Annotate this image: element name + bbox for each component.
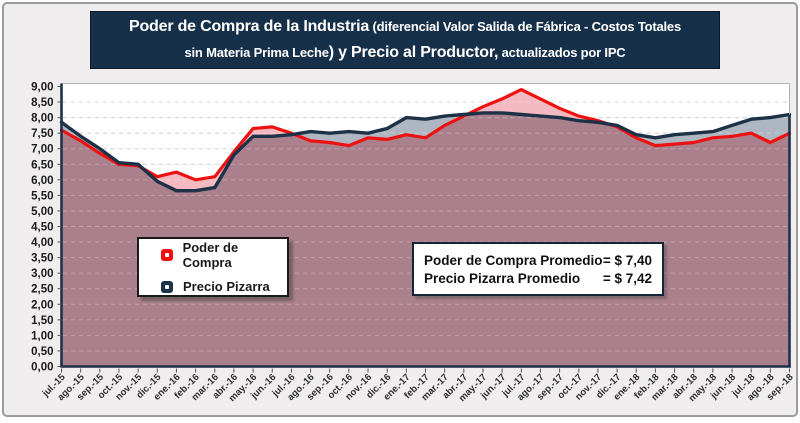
svg-text:1,50: 1,50 [31, 315, 53, 327]
title-segment: sin Materia Prima Leche [184, 45, 329, 60]
legend-label: Poder de Compra [182, 240, 239, 270]
averages-annotation-box: Poder de Compra Promedio = $ 7,40 Precio… [412, 242, 664, 296]
svg-text:0,00: 0,00 [31, 362, 53, 374]
svg-text:7,50: 7,50 [31, 128, 53, 140]
chart-title: Poder de Compra de la Industria (diferen… [90, 11, 720, 69]
average-label: Poder de Compra Promedio [424, 252, 603, 268]
svg-text:1,00: 1,00 [31, 330, 53, 342]
red-square-marker-icon [161, 249, 173, 261]
chart-frame: Poder de Compra de la Industria (diferen… [2, 2, 798, 417]
marker-dot-icon [164, 253, 169, 257]
marker-dot-icon [165, 284, 169, 289]
title-segment: actualizados por IPC [498, 45, 626, 60]
average-row-poder-de-compra: Poder de Compra Promedio = $ 7,40 [424, 253, 652, 268]
chart-title-line2: sin Materia Prima Leche) y Precio al Pro… [91, 40, 719, 66]
title-segment: (diferencial Valor Salida de Fábrica - C… [369, 19, 682, 34]
svg-text:5,00: 5,00 [31, 206, 53, 218]
legend-item-poder-de-compra: Poder de Compra [161, 240, 287, 270]
svg-text:8,00: 8,00 [31, 113, 53, 125]
svg-text:7,00: 7,00 [31, 144, 53, 156]
svg-text:8,50: 8,50 [31, 97, 53, 109]
svg-text:4,00: 4,00 [31, 237, 53, 249]
svg-text:6,00: 6,00 [31, 175, 53, 187]
svg-text:3,00: 3,00 [31, 268, 53, 280]
chart-title-line1: Poder de Compra de la Industria (diferen… [91, 14, 719, 40]
average-value: = $ 7,42 [602, 270, 652, 286]
average-label: Precio Pizarra Promedio [424, 270, 581, 286]
average-row-precio-pizarra: Precio Pizarra Promedio = $ 7,42 [424, 271, 652, 286]
chart-legend: Poder de Compra Precio Pizarra [137, 237, 289, 297]
svg-text:3,50: 3,50 [31, 253, 53, 265]
legend-item-precio-pizarra: Precio Pizarra [161, 279, 287, 294]
svg-text:0,50: 0,50 [31, 346, 53, 358]
svg-text:2,50: 2,50 [31, 284, 53, 296]
average-value: = $ 7,40 [602, 252, 652, 268]
title-segment: ) y Precio al Productor, [328, 44, 499, 61]
legend-label: Precio Pizarra [183, 279, 270, 294]
svg-text:5,50: 5,50 [31, 190, 53, 202]
svg-text:9,00: 9,00 [31, 82, 53, 94]
navy-square-marker-icon [161, 280, 173, 293]
svg-text:6,50: 6,50 [31, 159, 53, 171]
svg-text:2,00: 2,00 [31, 299, 53, 311]
chart-plot-area: 9,00 8,50 8,00 7,50 7,00 6,50 6,00 5,50 5,00 4,50… [31, 82, 796, 405]
svg-text:4,50: 4,50 [31, 222, 53, 234]
title-segment: Poder de Compra de la Industria [129, 18, 370, 35]
